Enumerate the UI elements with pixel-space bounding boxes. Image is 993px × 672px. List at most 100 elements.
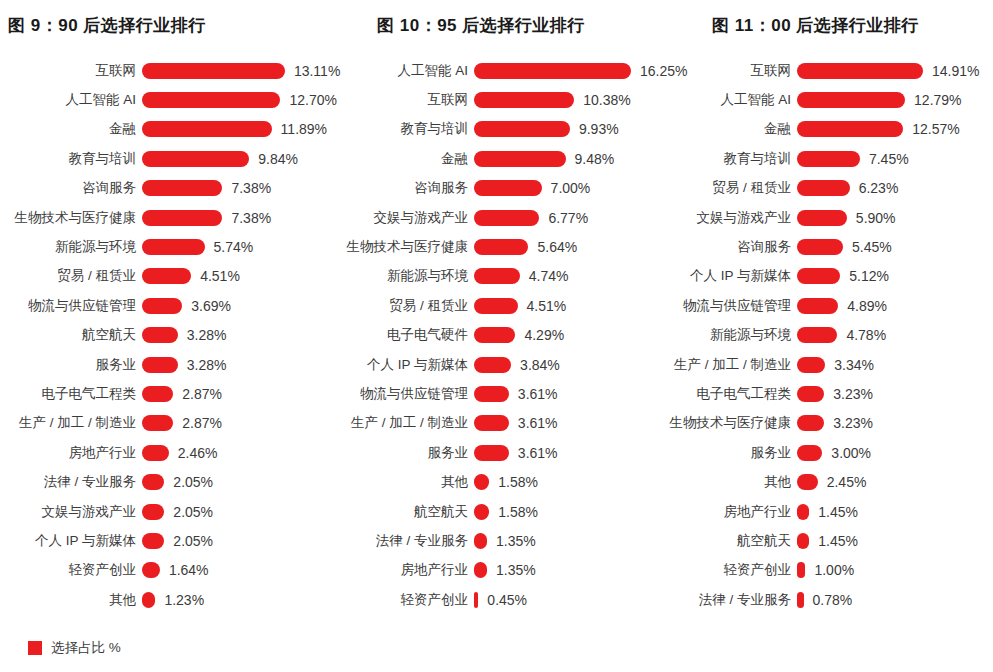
category-label: 服务业 <box>664 444 791 462</box>
category-label: 人工智能 AI <box>344 62 468 80</box>
value-label: 2.05% <box>173 533 213 549</box>
bar <box>797 327 837 343</box>
value-label: 7.00% <box>551 180 591 196</box>
legend-swatch-icon <box>28 641 42 655</box>
chart-row: 物流与供应链管理4.89% <box>664 291 979 320</box>
category-label: 文娱与游戏产业 <box>664 209 791 227</box>
chart-post00s: 图 11：00 后选择行业排行 互联网14.91%人工智能 AI12.79%金融… <box>664 14 979 614</box>
value-label: 4.51% <box>200 268 240 284</box>
category-label: 生物技术与医疗健康 <box>344 238 468 256</box>
value-label: 3.00% <box>831 445 871 461</box>
category-label: 交娱与游戏产业 <box>344 209 468 227</box>
chart-row: 生产 / 加工 / 制造业2.87% <box>8 409 340 438</box>
chart-row: 其他 1.23% <box>8 585 340 614</box>
category-label: 人工智能 AI <box>8 91 136 109</box>
category-label: 金融 <box>664 120 791 138</box>
value-label: 5.12% <box>849 268 889 284</box>
category-label: 其他 <box>8 591 136 609</box>
category-label: 电子电气工程类 <box>8 385 136 403</box>
category-label: 其他 <box>664 473 791 491</box>
bar <box>474 63 631 79</box>
chart-row: 文娱与游戏产业5.90% <box>664 203 979 232</box>
category-label: 新能源与环境 <box>664 326 791 344</box>
bar <box>797 386 824 402</box>
chart-row: 航空航天1.45% <box>664 526 979 555</box>
bar <box>474 268 520 284</box>
chart-row: 新能源与环境5.74% <box>8 232 340 261</box>
chart-row: 金融 9.48% <box>344 144 687 173</box>
category-label: 服务业 <box>8 356 136 374</box>
legend-label: 选择占比 % <box>51 639 121 657</box>
category-label: 生产 / 加工 / 制造业 <box>8 414 136 432</box>
category-label: 房地产行业 <box>8 444 136 462</box>
bar <box>797 357 825 373</box>
legend: 选择占比 % <box>28 639 121 657</box>
value-label: 1.64% <box>169 562 209 578</box>
bar <box>474 121 570 137</box>
bar <box>474 357 511 373</box>
bar <box>142 210 222 226</box>
value-label: 4.78% <box>846 327 886 343</box>
bar <box>474 180 542 196</box>
category-label: 航空航天 <box>8 326 136 344</box>
category-label: 生物技术与医疗健康 <box>8 209 136 227</box>
bar <box>474 562 487 578</box>
chart-row: 生产 / 加工 / 制造业 3.61% <box>344 409 687 438</box>
chart-row: 互联网 10.38% <box>344 85 687 114</box>
bar <box>474 210 539 226</box>
bar <box>142 151 249 167</box>
value-label: 2.05% <box>173 474 213 490</box>
chart-row: 服务业3.28% <box>8 350 340 379</box>
bar <box>474 415 509 431</box>
bar <box>474 239 528 255</box>
value-label: 6.23% <box>859 180 899 196</box>
chart-row: 互联网13.11% <box>8 56 340 85</box>
category-label: 轻资产创业 <box>664 561 791 579</box>
bar <box>797 151 860 167</box>
value-label: 3.84% <box>520 357 560 373</box>
value-label: 1.58% <box>498 504 538 520</box>
value-label: 1.45% <box>818 504 858 520</box>
chart-row: 交娱与游戏产业6.77% <box>344 203 687 232</box>
chart-row: 其他 2.45% <box>664 467 979 496</box>
value-label: 9.48% <box>575 151 615 167</box>
chart-row: 房地产行业1.45% <box>664 497 979 526</box>
category-label: 互联网 <box>344 91 468 109</box>
chart-row: 教育与培训9.84% <box>8 144 340 173</box>
bar <box>142 415 173 431</box>
category-label: 金融 <box>344 150 468 168</box>
category-label: 咨询服务 <box>664 238 791 256</box>
chart-post90s: 图 9：90 后选择行业排行 互联网13.11%人工智能 AI12.70%金融1… <box>8 14 340 614</box>
chart-row: 电子电气工程类2.87% <box>8 379 340 408</box>
category-label: 互联网 <box>664 62 791 80</box>
bar <box>142 445 169 461</box>
chart-row: 文娱与游戏产业2.05% <box>8 497 340 526</box>
bar <box>474 386 509 402</box>
chart-rows: 互联网14.91%人工智能 AI12.79%金融12.57%教育与培训7.45%… <box>664 56 979 614</box>
chart-row: 房地产行业1.35% <box>344 556 687 585</box>
chart-row: 房地产行业2.46% <box>8 438 340 467</box>
value-label: 12.57% <box>912 121 959 137</box>
chart-title: 图 10：95 后选择行业排行 <box>377 14 687 37</box>
value-label: 9.93% <box>579 121 619 137</box>
category-label: 轻资产创业 <box>8 561 136 579</box>
category-label: 咨询服务 <box>8 179 136 197</box>
chart-row: 人工智能 AI12.79% <box>664 85 979 114</box>
category-label: 生产 / 加工 / 制造业 <box>344 414 468 432</box>
category-label: 个人 IP 与新媒体 <box>664 267 791 285</box>
chart-row: 法律 / 专业服务0.78% <box>664 585 979 614</box>
bar <box>797 121 903 137</box>
value-label: 1.23% <box>164 592 204 608</box>
bar <box>142 357 178 373</box>
value-label: 4.89% <box>847 298 887 314</box>
value-label: 2.45% <box>827 474 867 490</box>
chart-rows: 人工智能 AI16.25%互联网10.38%教育与培训9.93%金融9.48%咨… <box>344 56 687 614</box>
value-label: 3.28% <box>187 327 227 343</box>
chart-row: 轻资产创业0.45% <box>344 585 687 614</box>
chart-row: 教育与培训9.93% <box>344 115 687 144</box>
value-label: 3.61% <box>518 415 558 431</box>
bar <box>797 239 843 255</box>
category-label: 轻资产创业 <box>344 591 468 609</box>
value-label: 10.38% <box>583 92 630 108</box>
value-label: 12.70% <box>289 92 336 108</box>
